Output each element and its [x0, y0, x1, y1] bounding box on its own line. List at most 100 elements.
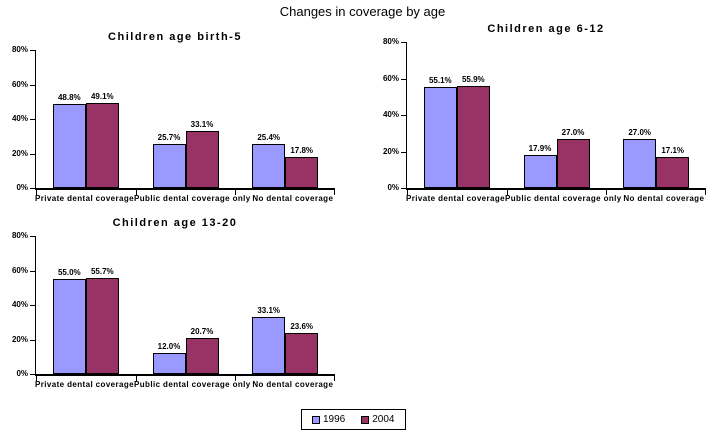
chart-children-birth-5: Children age birth-5 0% 20% 40% 60% 80% 48.8% 4…: [3, 30, 347, 203]
x-tick-mark: [135, 190, 137, 195]
category-label: Private dental coverage: [35, 194, 135, 203]
y-tick-label: 80%: [11, 45, 28, 54]
bar-value-label: 25.4%: [257, 133, 281, 143]
x-tick-mark: [407, 190, 408, 195]
category-label: Private dental coverage: [35, 380, 135, 389]
y-tick-label: 0%: [16, 369, 28, 378]
legend-swatch-1996: [312, 415, 320, 424]
x-tick-mark: [235, 190, 237, 195]
y-tick-label: 0%: [16, 183, 28, 192]
category-group: 27.0% 17.1%: [606, 42, 706, 188]
bar-1996: 48.8%: [52, 93, 86, 188]
chart-children-13-20: Children age 13-20 0% 20% 40% 60% 80% 55.0% 55.…: [3, 216, 347, 389]
x-tick-mark: [334, 190, 335, 195]
y-tick-mark: [30, 119, 35, 120]
bar-2004: 17.1%: [656, 146, 690, 188]
plot-area: 0% 20% 40% 60% 80% 55.0% 55.7% 12.0% 20.7% 33.1% 2…: [12, 232, 335, 381]
bar-value-label: 25.7%: [157, 132, 181, 142]
y-tick-mark: [30, 339, 35, 341]
x-tick-mark: [36, 376, 37, 381]
bar-value-label: 33.1%: [257, 305, 281, 315]
x-tick-mark: [506, 190, 508, 195]
y-tick-mark: [30, 270, 35, 272]
y-tick-mark: [401, 151, 406, 153]
bar-2004: 49.1%: [85, 92, 119, 188]
y-tick-mark: [30, 305, 35, 306]
y-tick-mark: [401, 188, 406, 189]
category-label: Public dental coverage only: [134, 194, 251, 203]
category-label: Public dental coverage only: [134, 380, 251, 389]
bar-2004: 55.9%: [456, 75, 490, 188]
bar-value-label: 20.7%: [190, 327, 214, 337]
x-tick-mark: [135, 376, 137, 381]
legend-item-1996: 1996: [312, 414, 345, 425]
category-label: No dental coverage: [623, 194, 705, 203]
bar-value-label: 17.1%: [661, 145, 685, 155]
y-tick-mark: [401, 78, 406, 80]
y-tick-mark: [30, 153, 35, 155]
bar-value-label: 49.1%: [90, 92, 114, 102]
chart-title: Children age 6-12: [487, 23, 605, 35]
x-tick-mark: [235, 376, 237, 381]
legend-swatch-2004: [361, 415, 370, 424]
bar-2004: 27.0%: [556, 128, 590, 188]
y-tick-label: 80%: [11, 231, 28, 240]
y-tick-label: 20%: [382, 146, 399, 156]
y-tick-mark: [401, 115, 406, 116]
bar-value-label: 55.7%: [90, 266, 114, 276]
plot-area: 0% 20% 40% 60% 80% 48.8% 49.1% 25.7% 33.1% 25.4% 1…: [12, 46, 335, 195]
page-title: Changes in coverage by age: [279, 4, 446, 19]
bar-1996: 12.0%: [152, 342, 186, 374]
bar-1996: 55.1%: [423, 76, 457, 188]
bar-value-label: 17.8%: [290, 146, 314, 156]
y-tick-mark: [30, 84, 35, 86]
category-group: 55.0% 55.7%: [36, 236, 136, 374]
category-label: No dental coverage: [252, 380, 334, 389]
legend-label-2004: 2004: [372, 414, 395, 425]
legend: 1996 2004: [301, 409, 406, 430]
chart-children-6-12: Children age 6-12 0% 20% 40% 60% 80% 55.1% 55.9…: [374, 22, 718, 203]
bar-2004: 33.1%: [185, 120, 219, 188]
y-tick-mark: [30, 374, 35, 375]
bar-1996: 55.0%: [52, 268, 86, 374]
bar-value-label: 27.0%: [628, 127, 652, 137]
category-label: Public dental coverage only: [505, 194, 622, 203]
chart-title: Children age birth-5: [108, 31, 242, 43]
legend-label-1996: 1996: [323, 414, 346, 425]
y-tick-label: 20%: [11, 334, 28, 344]
bar-1996: 33.1%: [252, 306, 286, 374]
y-tick-label: 40%: [11, 300, 28, 309]
y-tick-label: 40%: [11, 114, 28, 123]
x-tick-mark: [606, 190, 608, 195]
y-tick-mark: [30, 50, 35, 51]
y-tick-label: 40%: [382, 110, 399, 119]
bar-value-label: 33.1%: [190, 119, 214, 129]
bar-2004: 17.8%: [285, 146, 319, 188]
y-tick-label: 60%: [382, 73, 399, 83]
category-group: 25.7% 33.1%: [136, 50, 236, 188]
category-axis: Private dental coverage Public dental cov…: [35, 380, 335, 389]
x-tick-mark: [36, 190, 37, 195]
bar-value-label: 55.0%: [57, 268, 81, 278]
y-tick-mark: [30, 236, 35, 237]
bar-value-label: 48.8%: [57, 92, 81, 102]
plot-area: 0% 20% 40% 60% 80% 55.1% 55.9% 17.9% 27.0% 27.0% 1…: [383, 38, 706, 195]
bar-2004: 55.7%: [85, 267, 119, 374]
x-tick-mark: [705, 190, 706, 195]
chart-title: Children age 13-20: [112, 217, 238, 229]
bar-value-label: 55.9%: [461, 74, 485, 84]
bar-1996: 25.4%: [252, 133, 286, 188]
category-group: 25.4% 17.8%: [235, 50, 335, 188]
bar-2004: 23.6%: [285, 322, 319, 374]
y-tick-label: 60%: [11, 79, 28, 89]
bar-value-label: 12.0%: [157, 342, 181, 352]
bar-value-label: 23.6%: [290, 322, 314, 332]
bar-2004: 20.7%: [185, 327, 219, 374]
bar-value-label: 27.0%: [561, 127, 585, 137]
category-group: 12.0% 20.7%: [136, 236, 236, 374]
category-group: 33.1% 23.6%: [235, 236, 335, 374]
legend-item-2004: 2004: [361, 414, 395, 425]
category-axis: Private dental coverage Public dental cov…: [406, 194, 706, 203]
category-label: No dental coverage: [252, 194, 334, 203]
category-group: 17.9% 27.0%: [507, 42, 607, 188]
